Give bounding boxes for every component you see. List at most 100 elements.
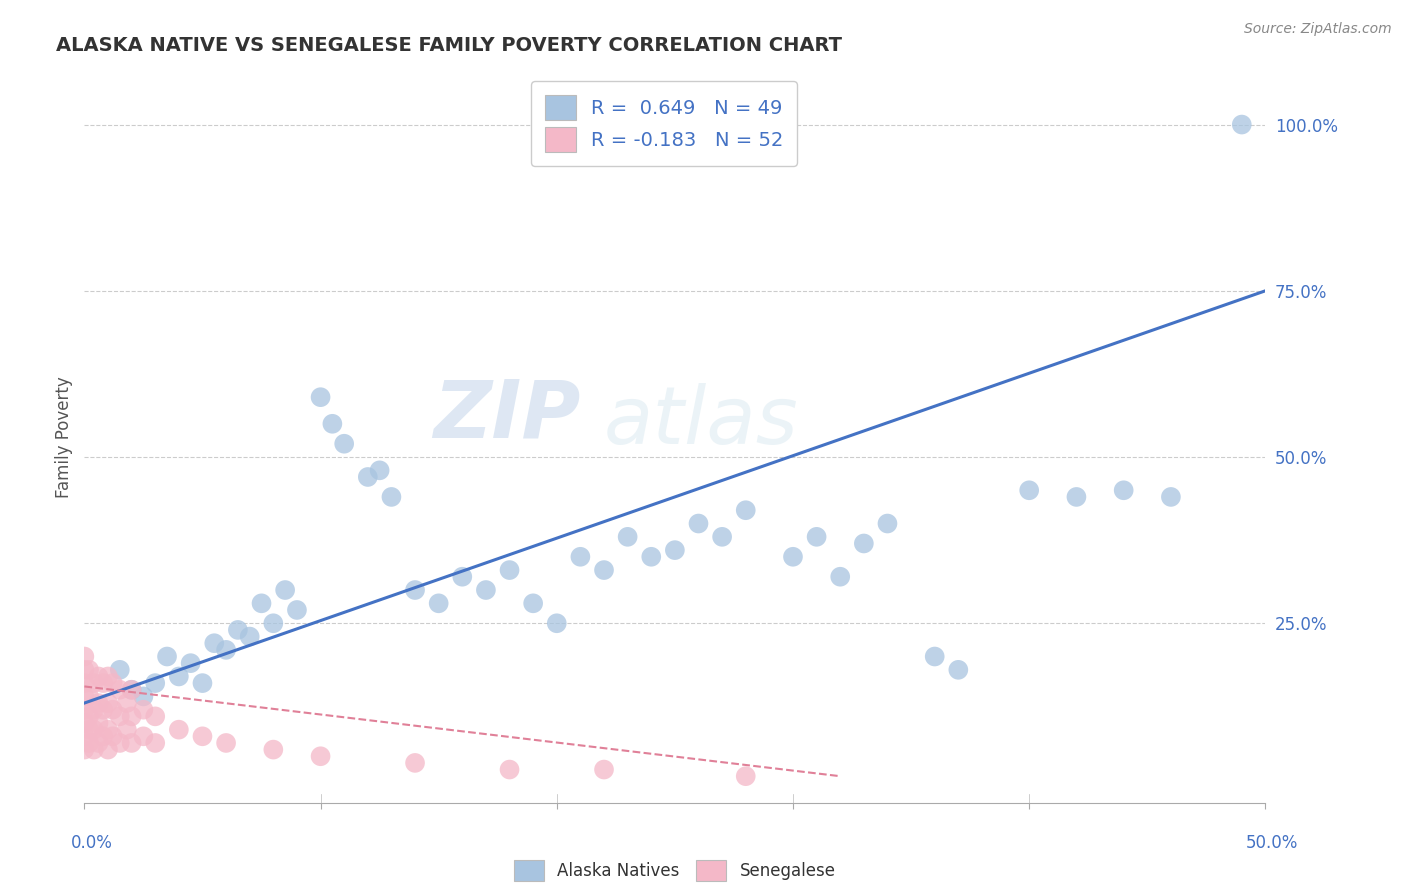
Point [640, 549, 662, 564]
Point [664, 543, 686, 558]
Point [522, 596, 544, 610]
Point [108, 736, 131, 750]
Point [97, 723, 120, 737]
Point [806, 530, 828, 544]
Point [121, 682, 143, 697]
Point [1018, 483, 1040, 498]
Text: 0.0%: 0.0% [70, 834, 112, 852]
Point [734, 769, 756, 783]
Point [262, 742, 284, 756]
Point [924, 649, 946, 664]
Point [593, 563, 616, 577]
Point [97, 742, 120, 756]
Point [948, 663, 970, 677]
Point [427, 596, 450, 610]
Point [404, 756, 426, 770]
Point [87, 736, 110, 750]
Text: atlas: atlas [605, 384, 799, 461]
Point [83, 742, 105, 756]
Point [132, 703, 155, 717]
Point [143, 709, 166, 723]
Point [91, 729, 114, 743]
Point [101, 676, 124, 690]
Point [1230, 118, 1253, 132]
Point [73, 663, 96, 677]
Point [101, 703, 124, 717]
Point [262, 616, 284, 631]
Point [91, 703, 114, 717]
Point [404, 582, 426, 597]
Point [132, 690, 155, 704]
Point [87, 669, 110, 683]
Point [830, 570, 852, 584]
Point [108, 663, 131, 677]
Point [239, 630, 262, 644]
Point [83, 676, 105, 690]
Point [73, 649, 96, 664]
Point [143, 736, 166, 750]
Point [132, 729, 155, 743]
Point [180, 656, 202, 670]
Point [1160, 490, 1182, 504]
Point [73, 703, 96, 717]
Point [87, 696, 110, 710]
Point [73, 690, 96, 704]
Point [226, 623, 249, 637]
Point [852, 536, 875, 550]
Point [309, 749, 332, 764]
Point [143, 676, 166, 690]
Point [569, 549, 592, 564]
Point [115, 723, 138, 737]
Point [77, 690, 100, 704]
Legend: Alaska Natives, Senegalese: Alaska Natives, Senegalese [506, 852, 844, 889]
Point [191, 729, 214, 743]
Point [368, 463, 391, 477]
Point [83, 723, 105, 737]
Text: Source: ZipAtlas.com: Source: ZipAtlas.com [1244, 22, 1392, 37]
Point [876, 516, 898, 531]
Text: ZIP: ZIP [433, 376, 581, 454]
Point [1066, 490, 1088, 504]
Point [121, 736, 143, 750]
Point [215, 736, 238, 750]
Text: 50.0%: 50.0% [1246, 834, 1299, 852]
Point [101, 729, 124, 743]
Point [77, 736, 100, 750]
Point [77, 663, 100, 677]
Point [167, 723, 190, 737]
Point [73, 716, 96, 731]
Point [87, 716, 110, 731]
Point [321, 417, 343, 431]
Point [121, 682, 143, 697]
Point [115, 696, 138, 710]
Y-axis label: Family Poverty: Family Poverty [55, 376, 73, 498]
Point [357, 470, 380, 484]
Point [782, 549, 804, 564]
Point [711, 530, 734, 544]
Point [498, 563, 520, 577]
Point [108, 682, 131, 697]
Point [274, 582, 297, 597]
Point [91, 676, 114, 690]
Point [156, 649, 179, 664]
Point [498, 763, 520, 777]
Point [121, 709, 143, 723]
Point [191, 676, 214, 690]
Point [77, 709, 100, 723]
Point [202, 636, 225, 650]
Point [77, 723, 100, 737]
Point [380, 490, 402, 504]
Point [215, 643, 238, 657]
Point [97, 696, 120, 710]
Point [593, 763, 616, 777]
Point [285, 603, 308, 617]
Point [73, 742, 96, 756]
Point [73, 676, 96, 690]
Point [73, 729, 96, 743]
Point [83, 703, 105, 717]
Point [616, 530, 638, 544]
Point [333, 436, 356, 450]
Point [688, 516, 710, 531]
Point [108, 709, 131, 723]
Text: ALASKA NATIVE VS SENEGALESE FAMILY POVERTY CORRELATION CHART: ALASKA NATIVE VS SENEGALESE FAMILY POVER… [56, 36, 842, 54]
